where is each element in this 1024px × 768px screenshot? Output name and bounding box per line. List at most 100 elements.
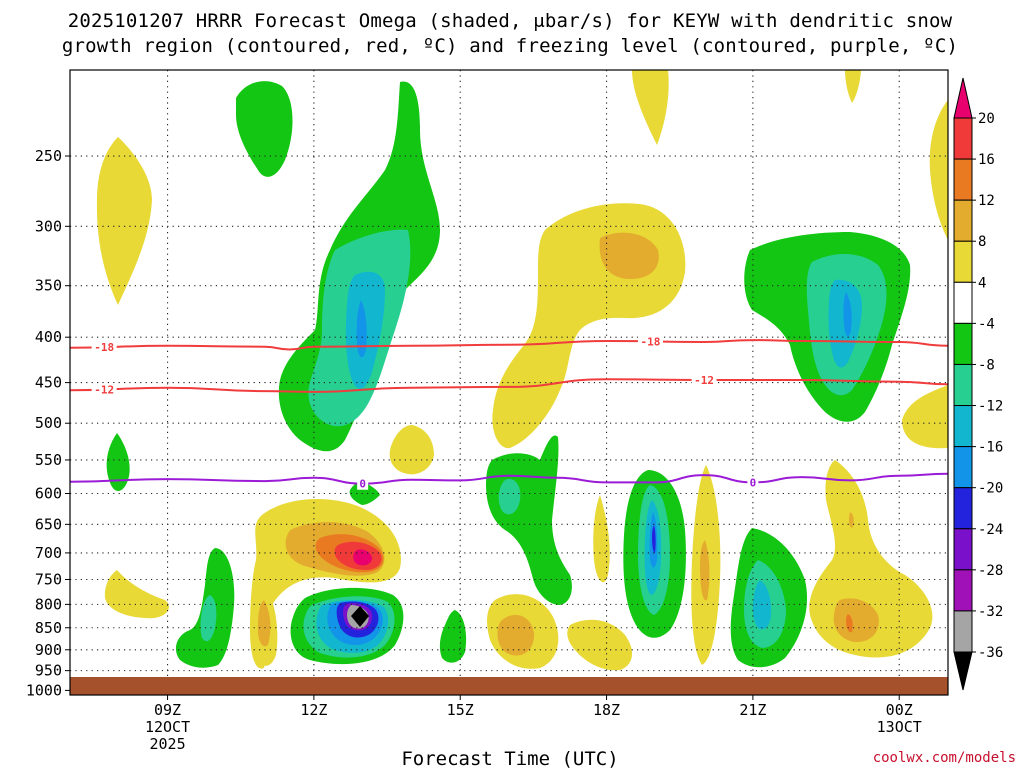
contour-lines: -18 -18 -12 -12 0 0: [70, 335, 948, 491]
y-tick-label-500: 500: [35, 414, 62, 432]
ground-below-surface: [70, 677, 948, 695]
omega-region-rise-22z-upper-blue: [843, 292, 852, 337]
colorbar-label-7: -12: [978, 399, 1003, 415]
colorbar-segment-0: [953, 117, 973, 160]
watermark: coolwx.com/models: [873, 750, 1016, 766]
colorbar-segment-6: [953, 363, 973, 407]
plot-area: -18 -18 -12 -12 0 0: [70, 70, 948, 695]
omega-region-sink-00z-top: [632, 70, 669, 145]
colorbar-label-6: -8: [978, 357, 995, 373]
omega-region-sink-00z-low-orange: [833, 598, 879, 643]
colorbar-label-3: 8: [978, 234, 986, 250]
colorbar-label-12: -32: [978, 604, 1003, 620]
dgz-contour-minus12-label-bg-1: [691, 374, 717, 387]
x-tick-label-15Z: 15Z: [447, 701, 474, 719]
freezing-level-contour-label-0: 0: [359, 478, 366, 491]
omega-region-sink-right-edge-mid: [902, 385, 948, 449]
omega-region-rise-19z-col-navy: [652, 525, 656, 553]
colorbar-label-0: 20: [978, 111, 995, 127]
dgz-contour-minus18-label-0: -18: [94, 341, 114, 354]
colorbar-label-11: -28: [978, 563, 1003, 579]
colorbar-segment-9: [953, 487, 973, 530]
colorbar-segment-7: [953, 405, 973, 448]
colorbar-label-5: -4: [978, 316, 995, 332]
dgz-contour-minus12-label-1: -12: [694, 374, 714, 387]
freezing-level-contour: [70, 472, 948, 485]
omega-region-sink-16z-low-orange: [497, 614, 535, 656]
omega-region-sink-10z-low-orange: [257, 600, 271, 647]
x-tick-label-18Z: 18Z: [593, 701, 620, 719]
colorbar-segment-3: [953, 240, 973, 283]
colorbar-label-2: 12: [978, 193, 995, 209]
x-axis-title: Forecast Time (UTC): [401, 748, 618, 768]
y-tick-label-700: 700: [35, 544, 62, 562]
colorbar-bottom-arrow: [953, 651, 973, 691]
colorbar-label-10: -24: [978, 522, 1003, 538]
y-tick-label-300: 300: [35, 217, 62, 235]
y-tick-label-750: 750: [35, 571, 62, 589]
y-axis-pressure-labels: 250 300 350 400 450 500 550 600 650 700 750 800 850 9…: [26, 147, 70, 699]
colorbar-segment-12: [953, 610, 973, 653]
omega-shading: [96, 70, 948, 671]
dgz-contour-minus12-label-0: -12: [94, 383, 114, 396]
colorbar-segment-2: [953, 199, 973, 242]
x-tick-date-09Z: 12OCT: [145, 718, 190, 736]
y-tick-label-1000: 1000: [26, 681, 62, 699]
y-tick-label-600: 600: [35, 484, 62, 502]
omega-region-sink-right-edge-upper: [929, 100, 948, 240]
y-tick-label-450: 450: [35, 374, 62, 392]
pressure-gridlines: [70, 155, 948, 672]
omega-region-sink-08z-low: [104, 570, 169, 619]
y-tick-label-900: 900: [35, 641, 62, 659]
chart-title-line1: 2025101207 HRRR Forecast Omega (shaded, …: [68, 10, 953, 32]
dgz-contour-minus12: [70, 378, 948, 393]
dgz-contour-minus18-label-1: -18: [641, 335, 661, 348]
chart-title-line2: growth region (contoured, red, ºC) and f…: [62, 35, 958, 57]
dgz-contour-minus18-label-bg-0: [91, 340, 117, 353]
y-tick-label-350: 350: [35, 277, 62, 295]
y-tick-label-800: 800: [35, 595, 62, 613]
omega-region-sink-17z-sliver: [593, 495, 610, 583]
omega-region-sink-20z-col-orange: [700, 540, 710, 601]
colorbar-label-9: -20: [978, 481, 1003, 497]
y-tick-label-550: 550: [35, 451, 62, 469]
freezing-level-contour-label-bg-1: [747, 476, 759, 489]
colorbar-segment-8: [953, 446, 973, 489]
omega-region-rise-13z-column-blue: [356, 300, 367, 358]
omega-region-rise-10z-low-teal: [200, 595, 217, 642]
y-tick-label-250: 250: [35, 147, 62, 165]
omega-region-rise-13z-low-black: [351, 606, 369, 627]
colorbar-segment-11: [953, 569, 973, 612]
colorbar-label-13: -36: [978, 645, 1003, 661]
omega-region-rise-16z-mid-teal: [498, 479, 521, 515]
dgz-contour-minus18-label-bg-1: [637, 335, 663, 348]
y-tick-label-400: 400: [35, 328, 62, 346]
x-tick-label-00Z: 00Z: [886, 701, 913, 719]
omega-region-sink-15z-mid: [389, 425, 434, 475]
colorbar-segment-1: [953, 158, 973, 201]
colorbar-top-arrow: [953, 77, 973, 119]
omega-region-sink-00z-mid-speck: [848, 512, 854, 528]
y-tick-label-650: 650: [35, 515, 62, 533]
x-tick-date-00Z: 13OCT: [877, 718, 922, 736]
colorbar-segment-5: [953, 322, 973, 365]
omega-colorbar: 20 16 12 8 4 -4 -8 -12 -16 -20 -24 -28 -32 -36: [953, 77, 1003, 691]
omega-region-sink-13z-peak: [353, 549, 372, 566]
colorbar-segment-4: [953, 281, 973, 324]
colorbar-label-8: -16: [978, 440, 1003, 456]
freezing-level-contour-label-bg-0: [357, 477, 369, 490]
freezing-level-contour-label-1: 0: [750, 476, 757, 489]
omega-region-sink-09z-upper: [96, 137, 152, 305]
omega-region-sink-00z-sliver: [845, 70, 861, 103]
omega-region-sink-18z-low: [567, 619, 633, 671]
dgz-contour-minus12-label-bg-0: [91, 383, 117, 396]
x-tick-year-09Z: 2025: [149, 735, 185, 753]
omega-region-sink-18z-upper-strong: [599, 232, 659, 280]
omega-region-rise-10z-top: [236, 81, 293, 177]
x-tick-label-12Z: 12Z: [300, 701, 327, 719]
colorbar-label-1: 16: [978, 152, 995, 168]
dgz-contour-minus18: [70, 339, 948, 351]
y-tick-label-850: 850: [35, 619, 62, 637]
